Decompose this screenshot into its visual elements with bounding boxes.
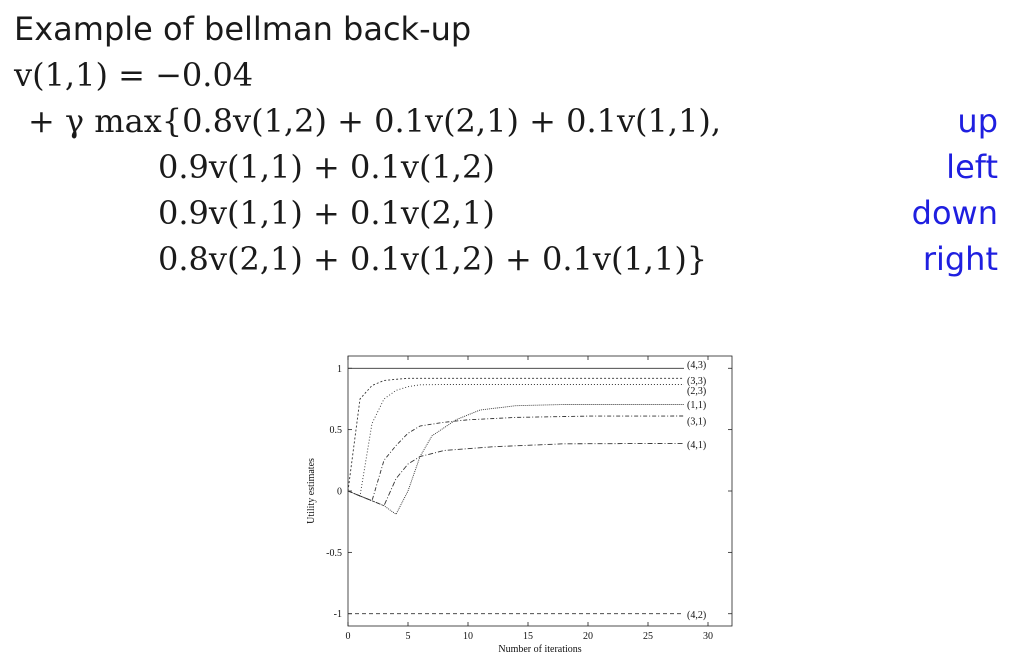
series-label-4-2: (4,2) <box>687 610 706 621</box>
equation-expr-up: 0.8v(1,2) + 0.1v(2,1) + 0.1v(1,1), <box>182 102 722 140</box>
x-tick-label: 5 <box>406 631 411 642</box>
action-label-down: down <box>911 194 998 232</box>
x-tick-label: 10 <box>463 631 473 642</box>
x-tick-label: 20 <box>583 631 593 642</box>
plot-frame <box>347 355 733 627</box>
series-line-4-1 <box>347 442 685 507</box>
series-line-3-3 <box>347 377 684 492</box>
y-tick-label: -0.5 <box>326 548 342 559</box>
series-label-2-3: (2,3) <box>687 386 706 397</box>
y-tick-label: 1 <box>337 364 342 375</box>
series-line-3-1 <box>347 415 685 502</box>
x-tick-label: 15 <box>523 631 533 642</box>
series-label-4-3: (4,3) <box>687 360 706 371</box>
y-tick-label: 0.5 <box>330 425 343 436</box>
action-label-right: right <box>922 240 998 278</box>
x-tick-label: 0 <box>346 631 351 642</box>
action-label-up: up <box>957 102 998 140</box>
equation-expr-down: 0.9v(1,1) + 0.1v(2,1) <box>158 194 495 232</box>
series-line-1-1 <box>347 404 684 515</box>
equation-expr-right: 0.8v(2,1) + 0.1v(1,2) + 0.1v(1,1)} <box>158 240 708 278</box>
slide-title: Example of bellman back-up <box>14 10 472 48</box>
equation-prefix: + γ max{ <box>28 102 183 140</box>
x-tick-label: 25 <box>643 631 653 642</box>
series-label-3-1: (3,1) <box>687 417 706 428</box>
series-line-2-3 <box>347 384 684 497</box>
y-axis-title: Utility estimates <box>306 458 317 524</box>
y-tick-label: -1 <box>334 609 342 620</box>
series-label-4-1: (4,1) <box>687 440 706 451</box>
y-tick-label: 0 <box>337 487 342 498</box>
equation-expr-left: 0.9v(1,1) + 0.1v(1,2) <box>158 148 495 186</box>
series-label-1-1: (1,1) <box>687 400 706 411</box>
utility-estimates-chart: 0 5 10 15 20 25 30 -1 -0.5 0 0.5 1 (4,3) (3,3)(2,3) (… <box>306 355 733 655</box>
equation-utility-1-1: v(1,1) = −0.04 <box>14 56 254 94</box>
x-tick-label: 30 <box>703 631 713 642</box>
series-label-3-3: (3,3) <box>687 376 706 387</box>
action-label-left: left <box>946 148 998 186</box>
equation-row-up: + γ max{0.8v(1,2) + 0.1v(2,1) + 0.1v(1,1… <box>28 101 721 141</box>
x-axis-title: Number of iterations <box>498 644 581 655</box>
